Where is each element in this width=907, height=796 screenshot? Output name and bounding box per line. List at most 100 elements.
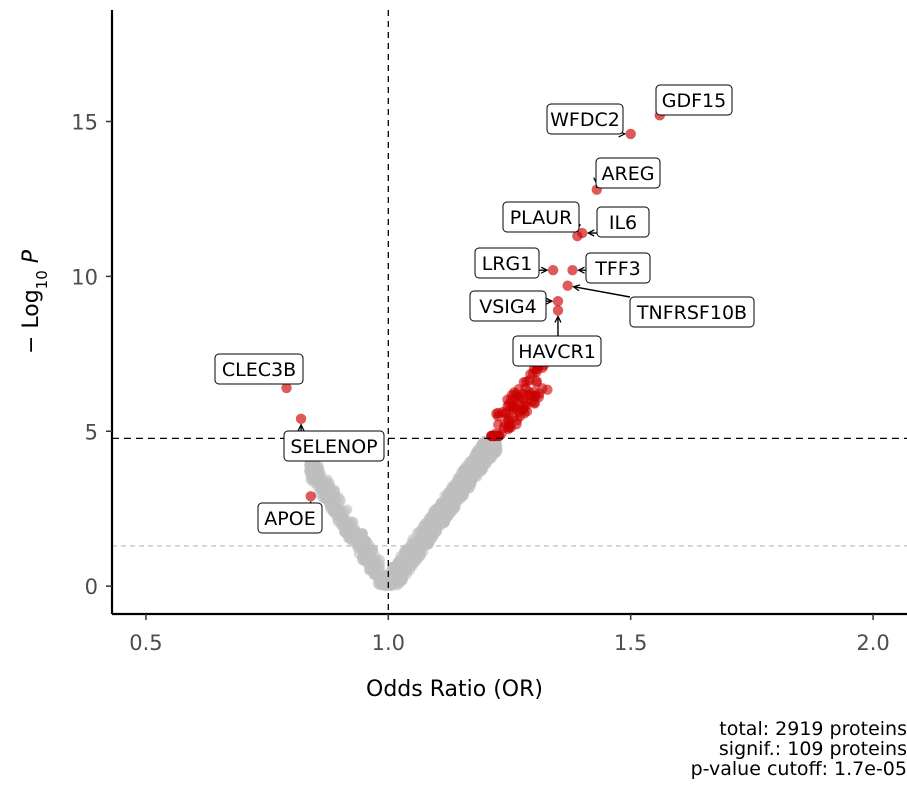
nonsignificant-point [406,556,418,568]
connector-arrow-vsig4 [545,297,554,305]
nonsignificant-point [427,519,438,531]
label-selenop: SELENOP [290,436,377,458]
y-tick-label: 10 [71,265,98,289]
nonsignificant-point [389,566,400,577]
label-box-vsig4 [469,290,547,322]
significant-point [504,421,515,432]
nonsignificant-point [337,517,349,528]
label-box-clec3b [214,353,304,385]
label-box-tnfrsf10b [629,296,755,328]
caption-cutoff: p-value cutoff: 1.7e-05 [690,758,907,780]
label-apoe: APOE [264,508,315,530]
connector-arrow-lrg1 [540,266,549,274]
significant-point [527,367,539,379]
nonsignificant-point [464,468,475,479]
y-axis-title: − Log10 P [19,249,51,354]
label-box-gdf15 [655,84,733,116]
y-tick-label: 5 [85,420,98,444]
connector-tnfrsf10b [573,286,631,298]
volcano-plot: GDF15 WFDC2 AREG IL6 PLAUR LRG1 TFF3 TNFRSF10B V… [19,10,907,702]
point-labels: GDF15 WFDC2 AREG IL6 PLAUR LRG1 TFF3 TNFRSF10B V… [214,84,755,534]
x-axis-title: Odds Ratio (OR) [366,677,543,702]
significant-point [528,386,539,398]
nonsignificant-point [329,506,340,517]
nonsignificant-point [377,578,389,590]
nonsignificant-point [360,555,371,566]
nonsignificant-point [369,554,380,565]
label-box-lrg1 [474,247,540,279]
nonsignificant-point [391,574,402,585]
label-gdf15: GDF15 [662,90,726,112]
label-box-apoe [257,502,323,534]
label-box-wfdc2 [546,103,624,135]
label-box-il6 [596,206,650,238]
significant-point [508,401,520,412]
labeled-point-tnfrsf10b [562,280,573,291]
caption-total: total: 2919 proteins [719,718,907,740]
x-tick-label: 2.0 [856,631,889,655]
labeled-point-vsig4 [552,295,564,307]
label-tff3: TFF3 [594,258,641,280]
data-points [281,110,665,592]
label-areg: AREG [602,163,655,185]
nonsignificant-point [334,497,345,509]
labeled-point-apoe [305,491,316,502]
label-lrg1: LRG1 [482,253,533,275]
labeled-point-plaur [572,230,583,242]
label-havcr1: HAVCR1 [518,341,596,363]
labeled-point-lrg1 [547,264,559,276]
labeled-point-havcr1 [552,305,564,316]
connector-arrow-havcr1 [554,314,562,323]
label-box-tff3 [585,252,651,284]
label-box-selenop [283,430,385,462]
nonsignificant-point [475,466,487,477]
labeled-point-wfdc2 [625,128,636,140]
nonsignificant-point [481,454,493,466]
labeled-point-tff3 [567,264,578,276]
significant-point [489,430,500,442]
nonsignificant-point [310,459,321,471]
nonsignificant-point [448,490,459,501]
significant-point [520,400,532,411]
nonsignificant-point [465,476,476,488]
connector-arrow-tnfrsf10b [572,284,581,292]
x-tick-label: 0.5 [129,631,162,655]
nonsignificant-point [367,564,378,576]
label-il6: IL6 [609,212,637,234]
nonsignificant-point [423,534,435,545]
significant-point [513,393,525,404]
y-tick-label: 0 [85,575,98,599]
label-plaur: PLAUR [510,207,573,229]
connector-arrow-tff3 [577,266,585,274]
plot-caption: total: 2919 proteins signif.: 109 protei… [507,719,907,779]
nonsignificant-point [311,469,322,481]
connector-arrow-il6 [586,229,595,237]
reference-lines [112,10,907,614]
nonsignificant-point [451,480,462,491]
x-tick-label: 1.5 [614,631,647,655]
connector-arrow-selenop [297,423,305,432]
label-tnfrsf10b: TNFRSF10B [636,302,747,324]
label-clec3b: CLEC3B [222,359,296,381]
nonsignificant-point [321,481,332,492]
label-box-havcr1 [512,335,602,367]
nonsignificant-point [456,489,467,501]
nonsignificant-point [406,538,417,549]
nonsignificant-point [357,527,368,539]
nonsignificant-point [443,507,454,519]
label-box-areg [595,157,661,189]
nonsignificant-point [308,477,320,488]
nonsignificant-point [325,498,336,509]
caption-significant: signif.: 109 proteins [718,738,907,760]
axes: 0.5 1.0 1.5 2.0 0 5 10 15 Odds Ratio (OR) − Log10… [19,10,907,702]
x-tick-label: 1.0 [372,631,405,655]
labeled-point-clec3b [281,382,292,394]
label-wfdc2: WFDC2 [550,109,620,131]
nonsignificant-point [341,527,352,539]
label-box-plaur [502,201,580,233]
nonsignificant-point [485,443,497,454]
labeled-point-selenop [295,413,307,425]
y-tick-label: 15 [71,111,98,135]
significant-point [500,408,511,420]
nonsignificant-point [352,542,363,553]
